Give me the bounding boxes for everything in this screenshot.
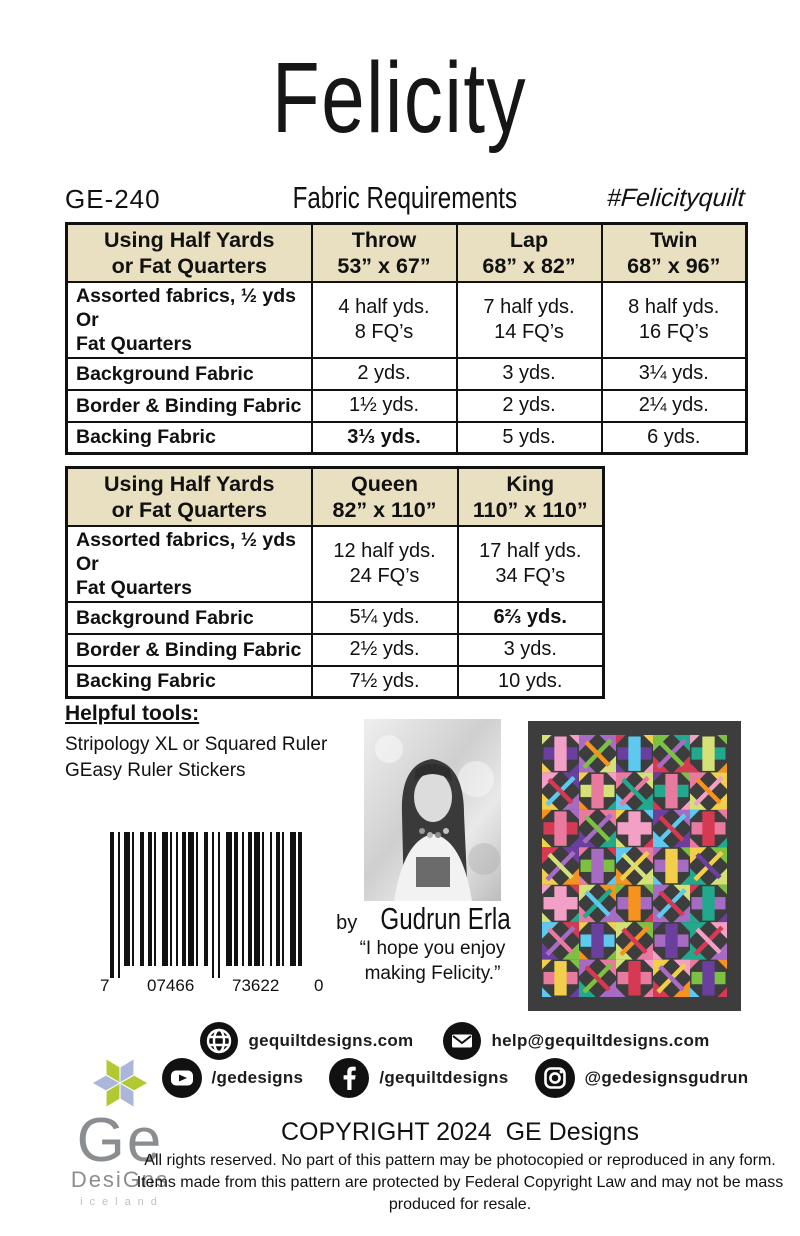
email-link[interactable]: help@gequiltdesigns.com — [443, 1022, 709, 1060]
fabric-table-throw-lap-twin: Using Half Yards or Fat Quarters Throw 53” … — [65, 222, 748, 455]
helpful-tools-heading: Helpful tools: — [65, 702, 200, 725]
table-row: Assorted fabrics, ½ yds Or Fat Quarters 4 … — [65, 280, 748, 359]
author-quote: “I hope you enjoy making Felicity.” — [359, 938, 506, 984]
size-column-header: Throw 53” x 67” — [310, 222, 458, 283]
yardage-cell: 6⅔ yds. — [456, 600, 605, 635]
star-icon — [91, 1057, 149, 1109]
yardage-cell: 2½ yds. — [310, 632, 459, 667]
barcode-digit: 0 — [314, 976, 323, 995]
table-corner-header: Using Half Yards or Fat Quarters — [65, 222, 313, 283]
yardage-cell: 5 yds. — [455, 420, 603, 455]
youtube-text: /gedesigns — [211, 1068, 304, 1087]
table-row: Border & Binding Fabric 1½ yds. 2 yds. 2¼ y… — [65, 388, 748, 423]
yardage-cell: 8 half yds. 16 FQ’s — [600, 280, 748, 359]
logo-ge: Ge — [76, 1106, 164, 1175]
email-icon — [443, 1022, 482, 1060]
yardage-cell: 2 yds. — [455, 388, 603, 423]
legal-text: All rights reserved. No part of this pat… — [136, 1152, 784, 1213]
size-column-header: Lap 68” x 82” — [455, 222, 603, 283]
yardage-cell: 2¼ yds. — [600, 388, 748, 423]
ge-designs-logo: Ge DesiGns iceland — [58, 1052, 182, 1208]
contact-row-2: /gedesigns /gequiltdesigns @gedesignsgud… — [110, 1058, 800, 1098]
row-label: Background Fabric — [65, 600, 313, 635]
instagram-icon — [534, 1058, 575, 1098]
tool-item: GEasy Ruler Stickers — [65, 760, 246, 781]
author-photo — [364, 719, 501, 901]
logo-country: iceland — [80, 1195, 164, 1208]
tool-item: Stripology XL or Squared Ruler — [65, 734, 328, 755]
yardage-cell: 6 yds. — [600, 420, 748, 455]
facebook-link[interactable]: /gequiltdesigns — [329, 1058, 508, 1098]
yardage-cell: 1½ yds. — [310, 388, 458, 423]
table-row: Backing Fabric 3⅓ yds. 5 yds. 6 yds. — [65, 420, 748, 455]
row-label: Border & Binding Fabric — [65, 388, 313, 423]
yardage-cell: 4 half yds. 8 FQ’s — [310, 280, 458, 359]
yardage-cell: 2 yds. — [310, 356, 458, 391]
instagram-text: @gedesignsgudrun — [584, 1068, 749, 1087]
yardage-cell: 3 yds. — [455, 356, 603, 391]
copyright-line: COPYRIGHT 2024 GE Designs — [280, 1118, 639, 1146]
page-title: Felicity — [272, 42, 528, 154]
youtube-link[interactable]: /gedesigns — [161, 1058, 304, 1098]
hashtag: #Felicityquilt — [606, 184, 747, 212]
yardage-cell: 3⅓ yds. — [310, 420, 458, 455]
row-label: Background Fabric — [65, 356, 313, 391]
author-name: Gudrun Erla — [380, 901, 511, 936]
row-label: Backing Fabric — [65, 664, 313, 699]
row-label: Backing Fabric — [65, 420, 313, 455]
fabric-table-queen-king: Using Half Yards or Fat Quarters Queen 82” … — [65, 466, 605, 699]
table-row: Border & Binding Fabric 2½ yds. 3 yds. — [65, 632, 605, 667]
table-row: Background Fabric 5¼ yds. 6⅔ yds. — [65, 600, 605, 635]
website-text: gequiltdesigns.com — [248, 1031, 414, 1050]
fabric-requirements-heading: Fabric Requirements — [292, 180, 518, 215]
yardage-cell: 7 half yds. 14 FQ’s — [455, 280, 603, 359]
globe-icon — [200, 1022, 239, 1060]
author-byline: by Gudrun Erla — [330, 901, 535, 937]
pattern-number: GE-240 — [65, 184, 161, 214]
subheader: GE-240 Fabric Requirements #Felicityquil… — [65, 180, 747, 216]
website-link[interactable]: gequiltdesigns.com — [200, 1022, 413, 1060]
size-column-header: Twin 68” x 96” — [600, 222, 748, 283]
facebook-icon — [329, 1058, 370, 1098]
row-label: Assorted fabrics, ½ yds Or Fat Quarters — [65, 280, 313, 359]
upc-barcode: 7 07466 73622 0 — [100, 832, 323, 995]
yardage-cell: 12 half yds. 24 FQ’s — [310, 524, 459, 603]
yardage-cell: 17 half yds. 34 FQ’s — [456, 524, 605, 603]
size-column-header: King 110” x 110” — [456, 466, 605, 527]
yardage-cell: 5¼ yds. — [310, 600, 459, 635]
table-row: Assorted fabrics, ½ yds Or Fat Quarters 12… — [65, 524, 605, 603]
table-corner-header: Using Half Yards or Fat Quarters — [65, 466, 313, 527]
facebook-text: /gequiltdesigns — [379, 1068, 509, 1087]
yardage-cell: 3¼ yds. — [600, 356, 748, 391]
barcode-digits: 73622 — [232, 976, 279, 995]
instagram-link[interactable]: @gedesignsgudrun — [534, 1058, 749, 1098]
logo-designs: DesiGns — [70, 1166, 170, 1192]
barcode-digit: 7 — [100, 976, 109, 995]
table-row: Backing Fabric 7½ yds. 10 yds. — [65, 664, 605, 699]
row-label: Border & Binding Fabric — [65, 632, 313, 667]
youtube-icon — [161, 1058, 202, 1098]
helpful-tools-section: Helpful tools: Stripology XL or Squared … — [65, 702, 327, 784]
row-label: Assorted fabrics, ½ yds Or Fat Quarters — [65, 524, 313, 603]
barcode-digits: 07466 — [147, 976, 194, 995]
yardage-cell: 3 yds. — [456, 632, 605, 667]
table-row: Background Fabric 2 yds. 3 yds. 3¼ yds. — [65, 356, 748, 391]
yardage-cell: 10 yds. — [456, 664, 605, 699]
yardage-cell: 7½ yds. — [310, 664, 459, 699]
contact-row-1: gequiltdesigns.com help@gequiltdesigns.c… — [110, 1022, 800, 1060]
quilt-image — [528, 721, 741, 1011]
by-label: by — [336, 912, 358, 934]
email-text: help@gequiltdesigns.com — [491, 1031, 710, 1050]
size-column-header: Queen 82” x 110” — [310, 466, 459, 527]
